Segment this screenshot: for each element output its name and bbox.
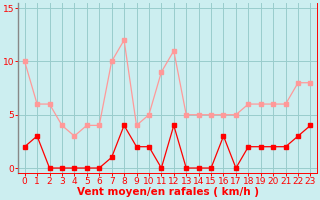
X-axis label: Vent moyen/en rafales ( km/h ): Vent moyen/en rafales ( km/h ) [76, 187, 259, 197]
